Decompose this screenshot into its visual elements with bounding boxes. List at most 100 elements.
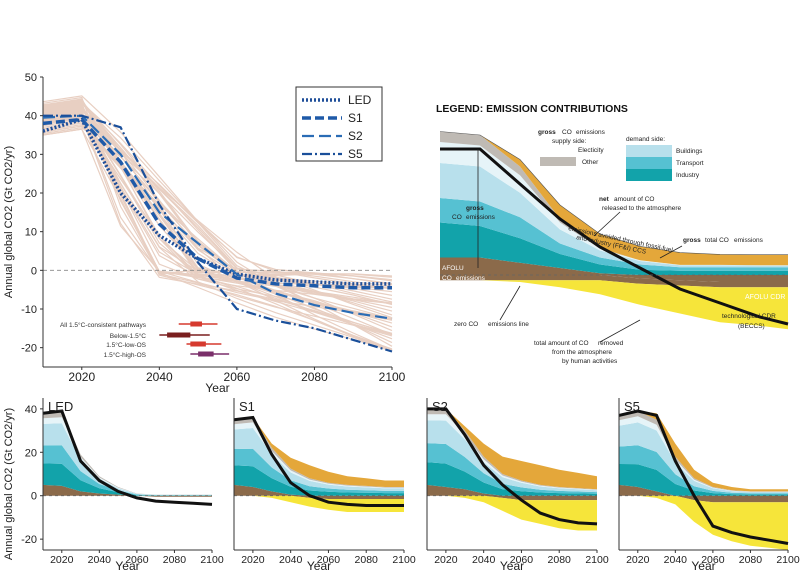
- transport-area: [440, 198, 788, 271]
- scenario-panel-s5: 2020 2040 2060 2080 2100 Year S5: [618, 398, 800, 573]
- transport-area: [234, 448, 404, 494]
- x-axis-label: Year: [500, 559, 524, 573]
- afolu-area: [440, 257, 788, 282]
- x-axis-label: Year: [307, 559, 331, 573]
- y-tick-label: 0: [31, 265, 37, 277]
- legend-label-s1: S1: [348, 111, 363, 125]
- annotation-arrow: [659, 245, 683, 259]
- x-tick-label: 2060: [510, 554, 534, 566]
- x-tick-label: 2100: [200, 554, 224, 566]
- label-removed: total amount of CO: [534, 340, 589, 347]
- scenario-panel-s2: 2020 2040 2060 2080 2100 Year S2: [426, 398, 609, 573]
- other-area: [440, 131, 788, 266]
- afolu-cdr-area: [440, 275, 788, 288]
- pathway-line: [42, 107, 393, 282]
- x-tick-label: 2080: [301, 370, 328, 384]
- transport-area: [619, 445, 788, 495]
- label-afolu: AFOLU: [442, 265, 464, 272]
- label-afolu-emissions: emissions: [456, 275, 486, 282]
- afolu-area: [43, 484, 212, 497]
- label-removed-b: removed: [598, 340, 624, 347]
- annotation-arrow: [593, 211, 621, 237]
- label-buildings: Buildings: [676, 148, 703, 155]
- bottom-scenario-charts: 2020 2040 2060 2080 2100YearLED-2002040Annua…: [3, 398, 800, 573]
- label-zero-line-b: emissions line: [488, 321, 529, 328]
- range-label: 1.5°C-low-OS: [106, 341, 146, 349]
- y-tick-label: -20: [21, 534, 37, 546]
- label-electicity: Electicity: [578, 147, 604, 154]
- y-tick-label: 20: [25, 188, 37, 200]
- range-label: 1.5°C-high-OS: [104, 351, 147, 359]
- other-swatch: [540, 157, 576, 166]
- range-box: [198, 351, 214, 357]
- x-tick-label: 2060: [125, 554, 149, 566]
- legend-label-led: LED: [348, 93, 372, 107]
- x-tick-label: 2060: [224, 370, 251, 384]
- industry-area: [43, 463, 212, 496]
- net-emissions-line: [618, 409, 789, 545]
- label-zero-line: zero CO: [454, 321, 478, 328]
- label-afolu-co2: CO: [442, 275, 452, 282]
- y-tick-label: 10: [25, 227, 37, 239]
- label-gross-total: gross: [683, 237, 701, 244]
- beccs-area: [427, 495, 597, 531]
- label-transport: Transport: [676, 160, 704, 167]
- label-beccs: (BECCS): [738, 323, 765, 330]
- x-tick-label: 2080: [548, 554, 572, 566]
- x-axis-label: Year: [691, 559, 715, 573]
- industry-area: [427, 462, 597, 496]
- panel-title: LED: [48, 399, 73, 414]
- pathway-line: [42, 100, 393, 335]
- electricity-area: [619, 416, 788, 492]
- annotation-arrow: [599, 319, 641, 343]
- scenario-panel-s1: 2020 2040 2060 2080 2100 Year S1: [233, 398, 416, 573]
- transport-swatch: [626, 157, 672, 169]
- x-tick-label: 2020: [241, 554, 265, 566]
- x-axis-label: Year: [205, 381, 229, 395]
- y-tick-label: 20: [25, 447, 37, 459]
- pathway-line: [42, 99, 393, 351]
- label-removed-c: from the atmosphere: [552, 349, 612, 356]
- label-other: Other: [582, 159, 599, 166]
- ccs-area: [234, 417, 404, 487]
- pathway-line: [42, 102, 393, 286]
- panel-title: S5: [624, 399, 640, 414]
- emission-contributions-legend: LEGEND: EMISSION CONTRIBUTIONS gross CO em…: [436, 103, 789, 365]
- net-emissions-line: [427, 407, 598, 526]
- transport-area: [43, 445, 212, 496]
- pathway-line: [42, 95, 393, 336]
- x-tick-label: 2100: [392, 554, 416, 566]
- y-tick-label: -20: [21, 343, 37, 355]
- x-tick-label: 2060: [317, 554, 341, 566]
- panel-title: S1: [239, 399, 255, 414]
- buildings-area: [440, 163, 788, 268]
- label-industry: Industry: [676, 172, 700, 179]
- pathway-line: [42, 105, 393, 351]
- label-gross-total-co2: total CO: [705, 237, 729, 244]
- beccs-area: [619, 495, 788, 550]
- x-axis-label: Year: [115, 559, 139, 573]
- label-net-amount: amount of CO: [614, 196, 654, 203]
- label-supply-side: supply side:: [552, 138, 587, 145]
- x-tick-label: 2100: [379, 370, 406, 384]
- label-co2: CO: [562, 129, 572, 136]
- afolu-area: [427, 484, 597, 501]
- y-tick-label: 50: [25, 72, 37, 84]
- x-tick-label: 2040: [664, 554, 688, 566]
- net-emissions-line: [42, 409, 213, 506]
- buildings-area: [427, 420, 597, 493]
- label-removed-d: by human activities: [562, 358, 618, 365]
- y-axis-label: Annual global CO2 (Gt CO2/yr): [3, 408, 15, 560]
- x-tick-label: 2040: [472, 554, 496, 566]
- x-tick-label: 2040: [146, 370, 173, 384]
- y-tick-label: -10: [21, 304, 37, 316]
- panel-title: S2: [432, 399, 448, 414]
- range-box: [190, 321, 202, 327]
- x-tick-label: 2100: [585, 554, 609, 566]
- y-axis-label: Annual global CO2 (Gt CO2/yr): [3, 146, 15, 298]
- legend-panel-title: LEGEND: EMISSION CONTRIBUTIONS: [436, 103, 628, 115]
- industry-area: [440, 222, 788, 275]
- x-tick-label: 2100: [776, 554, 800, 566]
- beccs-area: [440, 280, 788, 330]
